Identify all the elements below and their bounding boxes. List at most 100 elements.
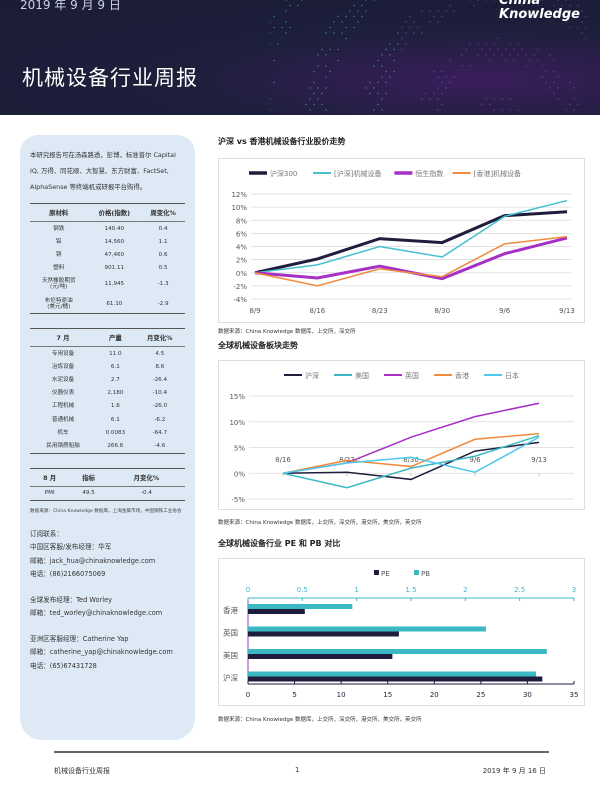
stock-trend-chart: -4%-2%0%2%4%6%8%10%12%8/9 8/16 8/23 8/30 9/6… [218, 158, 585, 323]
table-cell: 6.1 [96, 360, 135, 373]
category-label: 香港 [223, 605, 238, 615]
bottom-tick-label: 20 [430, 691, 439, 699]
table-row: 工程机械 1.6 -26.0 [30, 400, 185, 413]
x-tick-label: 8/30 [434, 307, 450, 315]
table-cell: 塑料 [30, 262, 87, 275]
table-cell: 61.10 [87, 294, 141, 314]
x-tick-label: 9/6 [499, 307, 511, 315]
pe-pb-chart: 0 0.5 1 1.5 2 2.5 30 5 10 15 20 25 30 35香港英国美国沪深PE PB [218, 558, 585, 706]
chart1-title: 沪深 vs 香港机械设备行业股价走势 [218, 136, 346, 147]
table-cell: -10.4 [135, 387, 185, 400]
col-header: 月变化% [108, 468, 185, 486]
table-cell: 49.5 [69, 486, 108, 500]
bottom-tick-label: 25 [476, 691, 485, 699]
bottom-tick-label: 30 [523, 691, 532, 699]
top-tick-label: 1.5 [405, 586, 416, 594]
output-table: 7 月产量 月变化% 专用设备 11.0 4.5 冶炼设备 6.1 8.6 水泥设备 2.7 -26… [30, 328, 185, 454]
table-row: 民用钢质船舶 266.6 -4.6 [30, 439, 185, 453]
table-cell: 8.6 [135, 360, 185, 373]
x-tick-label: 9/13 [559, 307, 575, 315]
table-cell: -4.6 [135, 439, 185, 453]
table-cell: 0.5 [141, 262, 185, 275]
chart2-title: 全球机械设备板块走势 [218, 340, 298, 351]
legend-swatch [414, 570, 419, 575]
bottom-tick-label: 5 [292, 691, 296, 699]
materials-table: 原材料 价格(指数) 周变化% 钢铁 140.40 0.4 铝 14,560 1.1 铜 47,46… [30, 203, 185, 314]
table-cell: 47,460 [87, 248, 141, 261]
contact-block: 订阅联系： 中国区客服/发布经理：华军 邮箱：jack_hua@chinakno… [30, 528, 185, 674]
legend-label: 日本 [505, 371, 519, 380]
bar-pe [248, 609, 305, 614]
table-cell: 901.11 [87, 262, 141, 275]
table-cell: 普通机械 [30, 413, 96, 426]
y-tick-label: -5% [231, 496, 245, 504]
legend-label: 美国 [355, 371, 369, 380]
col-header: 周变化% [141, 204, 185, 222]
col-header: 价格(指数) [87, 204, 141, 222]
table-row: 铝 14,560 1.1 [30, 235, 185, 248]
table-cell: -2.9 [141, 294, 185, 314]
legend-label: 沪深 [305, 371, 319, 380]
category-label: 美国 [223, 650, 238, 660]
x-tick-label: 8/16 [310, 307, 326, 315]
sidebar-source: 数据来源：China Knowledge 数据库，上海金属市场，中国钢铁工业协会 [30, 507, 185, 516]
footer-divider [54, 751, 549, 753]
col-header: 7 月 [30, 329, 96, 347]
table-cell: 专用设备 [30, 347, 96, 361]
china-knowledge-logo: China Knowledge [499, 0, 580, 22]
table-cell: 1.1 [141, 235, 185, 248]
chart2-source: 数据来源：China Knowledge 数据库，上交所，深交所，港交所，美交所… [218, 518, 421, 526]
table-row: 机车 0.0083 -64.7 [30, 426, 185, 439]
y-tick-label: 15% [229, 393, 245, 401]
legend-label: PE [381, 570, 390, 578]
y-tick-label: 2% [236, 257, 247, 265]
table-cell: 0.4 [141, 222, 185, 236]
table-cell: 2,180 [96, 387, 135, 400]
table-cell: 11,945 [87, 275, 141, 294]
cover-banner: 2019 年 9 月 9 日 机械设备行业周报 China Knowledge [0, 0, 600, 115]
contact-china-email[interactable]: 邮箱：jack_hua@chinaknowledge.com [30, 555, 185, 569]
top-tick-label: 0.5 [297, 586, 308, 594]
y-tick-label: 8% [236, 217, 247, 225]
table-cell: -26.4 [135, 374, 185, 387]
contact-china-phone: 电话：(86)2166075069 [30, 568, 185, 582]
table-cell: -1.3 [141, 275, 185, 294]
table-cell: 1.6 [96, 400, 135, 413]
table-row: 塑料 901.11 0.5 [30, 262, 185, 275]
table-cell: PMI [30, 486, 69, 500]
col-header: 指标 [69, 468, 108, 486]
bar-pe [248, 677, 542, 682]
top-tick-label: 1 [354, 586, 358, 594]
table-cell: 天然橡胶期货 (元/吨) [30, 275, 87, 294]
report-date: 2019 年 9 月 9 日 [20, 0, 121, 13]
legend-label: 英国 [405, 371, 419, 380]
category-label: 沪深 [223, 673, 238, 683]
legend-label: 恒生指数 [415, 169, 443, 178]
table-cell: 11.0 [96, 347, 135, 361]
contact-global-email[interactable]: 邮箱：ted_worley@chinaknowledge.com [30, 607, 185, 621]
contact-asia-email[interactable]: 邮箱：catherine_yap@chinaknowledge.com [30, 646, 185, 660]
pmi-table: 8 月指标 月变化% PMI 49.5 -0.4 [30, 468, 185, 501]
footer-title: 机械设备行业周报 [54, 766, 110, 776]
table-row: 专用设备 11.0 4.5 [30, 347, 185, 361]
table-cell: -64.7 [135, 426, 185, 439]
legend-label: [沪深]机械设备 [334, 169, 381, 178]
top-tick-label: 0 [246, 586, 250, 594]
sidebar-panel: 本研究报告可在汤森路透，彭博，标准普尔 Capital IQ, 万得、同花顺、大… [20, 135, 195, 740]
y-tick-label: 0% [234, 470, 245, 478]
top-tick-label: 3 [572, 586, 576, 594]
chart3-source: 数据来源：China Knowledge 数据库，上交所，深交所，港交所，美交所… [218, 715, 421, 723]
intro-text: 本研究报告可在汤森路透，彭博，标准普尔 Capital IQ, 万得、同花顺、大… [30, 147, 185, 195]
legend-swatch [374, 570, 379, 575]
y-tick-label: 12% [231, 191, 247, 199]
table-cell: 4.5 [135, 347, 185, 361]
table-cell: 钢铁 [30, 222, 87, 236]
y-tick-label: 10% [231, 204, 247, 212]
report-title: 机械设备行业周报 [22, 62, 198, 92]
contact-global-manager: 全球发布经理：Ted Worley [30, 594, 185, 608]
footer-date: 2019 年 9 月 16 日 [483, 766, 546, 776]
table-cell: 仪器仪表 [30, 387, 96, 400]
col-header: 8 月 [30, 468, 69, 486]
table-cell: 14,560 [87, 235, 141, 248]
top-tick-label: 2 [463, 586, 467, 594]
